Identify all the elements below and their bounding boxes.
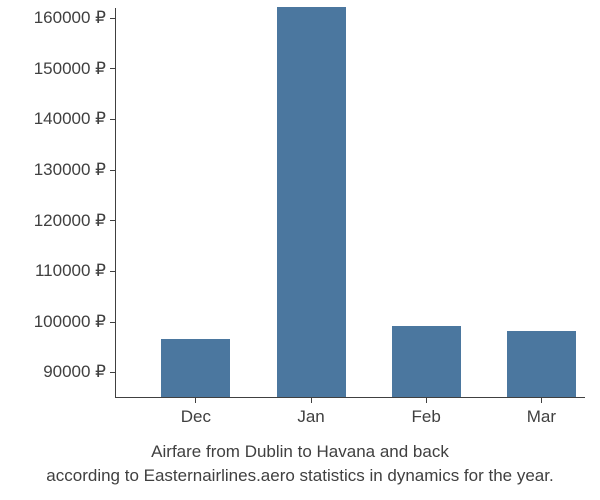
plot-area: 90000 ₽100000 ₽110000 ₽120000 ₽130000 ₽1… <box>115 8 585 398</box>
bar <box>161 339 230 397</box>
y-tick-mark <box>110 119 116 120</box>
bar <box>507 331 576 397</box>
chart-caption: Airfare from Dublin to Havana and back a… <box>0 440 600 488</box>
y-tick-mark <box>110 271 116 272</box>
x-tick-label: Dec <box>156 407 236 427</box>
y-tick-mark <box>110 372 116 373</box>
x-tick-label: Feb <box>386 407 466 427</box>
y-tick-label: 150000 ₽ <box>34 59 106 79</box>
x-tick-mark <box>195 397 196 403</box>
y-tick-mark <box>110 68 116 69</box>
y-tick-mark <box>110 322 116 323</box>
y-tick-label: 120000 ₽ <box>34 211 106 231</box>
y-tick-label: 110000 ₽ <box>35 261 106 281</box>
airfare-bar-chart: 90000 ₽ 100000 ₽ 110000 ₽ 120000 ₽ 130000 ₽ 1… <box>0 0 600 500</box>
caption-line-2: according to Easternairlines.aero statis… <box>0 464 600 488</box>
y-tick-label: 130000 ₽ <box>34 160 106 180</box>
y-tick-label: 160000 ₽ <box>34 8 106 28</box>
bar <box>392 326 461 397</box>
y-tick-mark <box>110 18 116 19</box>
x-tick-mark <box>311 397 312 403</box>
x-tick-label: Mar <box>501 407 581 427</box>
caption-line-1: Airfare from Dublin to Havana and back <box>0 440 600 464</box>
y-tick-mark <box>110 170 116 171</box>
y-tick-label: 100000 ₽ <box>34 312 106 332</box>
x-tick-mark <box>426 397 427 403</box>
x-tick-mark <box>541 397 542 403</box>
y-tick-label: 90000 ₽ <box>43 362 106 382</box>
y-tick-label: 140000 ₽ <box>34 109 106 129</box>
bar <box>277 7 346 397</box>
x-tick-label: Jan <box>271 407 351 427</box>
y-tick-mark <box>110 220 116 221</box>
